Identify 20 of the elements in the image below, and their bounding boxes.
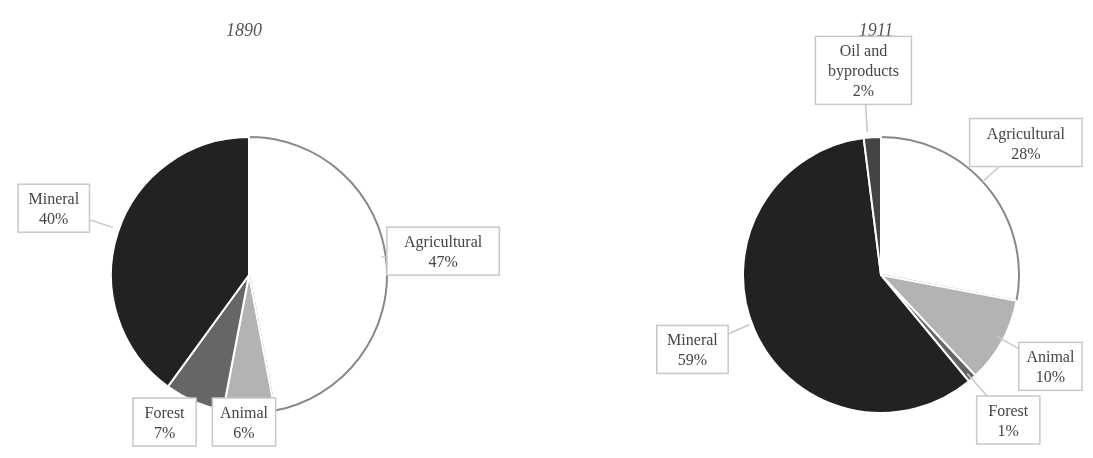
chart-title: 1911 [857, 20, 895, 41]
slice-label: Animal [220, 404, 269, 421]
data-label: 1% [997, 422, 1019, 440]
slice-label: Animal [1026, 348, 1075, 366]
data-label: 6% [233, 424, 255, 441]
slice-label: Mineral [28, 190, 80, 208]
data-label: 7% [153, 424, 176, 441]
data-label: 2% [852, 82, 875, 100]
slice-label: Forest [144, 404, 186, 421]
slice-label: Forest [988, 402, 1029, 420]
slice-label: Mineral [667, 331, 719, 349]
slice-label: Agricultural [986, 124, 1066, 143]
data-label: 28% [1011, 144, 1041, 162]
slice-label: Agricultural [404, 233, 483, 252]
data-label: 47% [428, 253, 458, 271]
data-label: 10% [1035, 368, 1066, 386]
data-label: 40% [39, 210, 69, 228]
chart-title: 1890 [225, 20, 263, 41]
slice-label: Oil and byproducts [827, 42, 899, 81]
data-label: 59% [677, 351, 708, 369]
